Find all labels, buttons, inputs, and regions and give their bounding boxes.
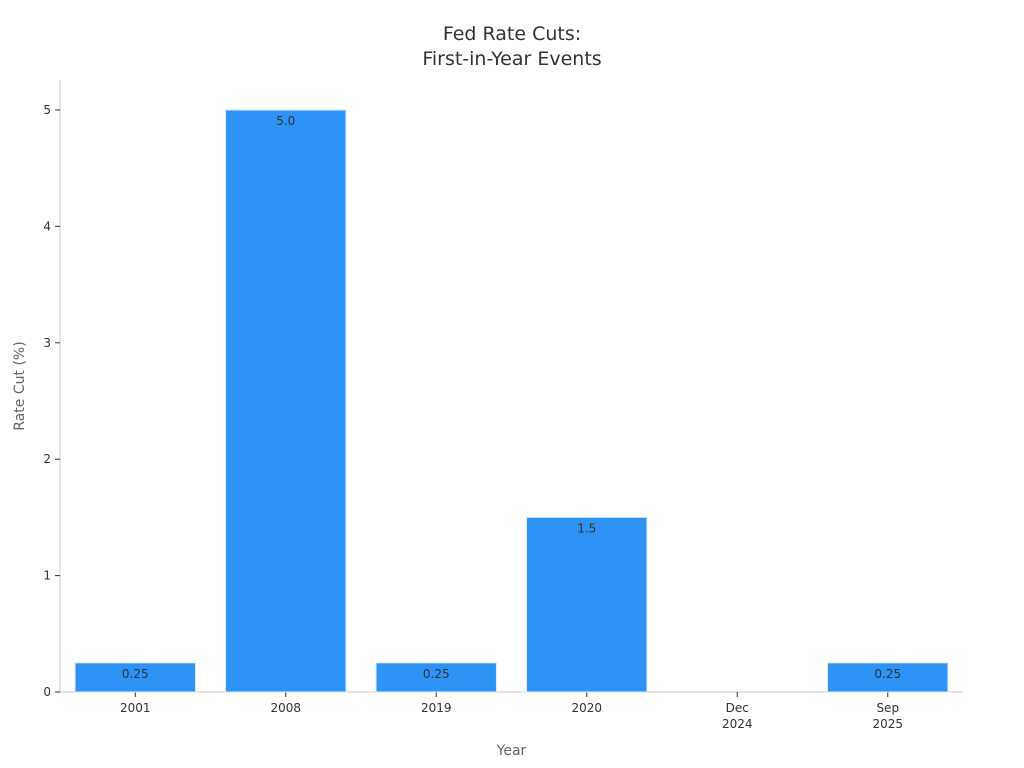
bar — [375, 662, 497, 693]
x-tick-label: 2019 — [421, 701, 452, 715]
bar — [827, 662, 949, 693]
data-label: 1.5 — [577, 521, 596, 535]
y-tick-label: 1 — [43, 569, 51, 583]
x-axis: 2001 2008 2019 2020 Dec 2024 Sep 2025 — [60, 691, 963, 731]
bar — [526, 516, 648, 693]
x-tick-label-line: 2019 — [421, 701, 452, 715]
y-axis-label: Rate Cut (%) — [12, 341, 28, 430]
data-label: 0.25 — [874, 667, 901, 681]
x-tick-label-line: 2008 — [270, 701, 301, 715]
x-tick-label: Dec 2024 — [722, 701, 753, 731]
data-label: 5.0 — [276, 114, 295, 128]
x-tick-label: 2008 — [270, 701, 301, 715]
x-axis-label: Year — [496, 743, 527, 759]
y-tick-label: 2 — [43, 452, 51, 466]
data-label: 0.25 — [423, 667, 450, 681]
y-tick-label: 3 — [43, 336, 51, 350]
chart-title-line: Fed Rate Cuts: — [443, 23, 581, 45]
chart-title: Fed Rate Cuts: First-in-Year Events — [422, 23, 601, 70]
x-tick-label-line: Dec — [726, 701, 749, 715]
data-label: 0.25 — [122, 667, 149, 681]
x-tick-label-line: 2024 — [722, 717, 753, 731]
x-tick-label-line: 2025 — [872, 717, 903, 731]
y-axis: 0 1 2 3 4 5 — [43, 80, 61, 699]
x-tick-label: Sep 2025 — [872, 701, 903, 731]
bars — [74, 109, 949, 693]
x-tick-label-line: 2020 — [571, 701, 602, 715]
bar — [225, 109, 347, 693]
bar — [74, 662, 196, 693]
y-tick-label: 0 — [43, 685, 51, 699]
y-tick-label: 4 — [43, 219, 51, 233]
x-tick-label-line: Sep — [876, 701, 899, 715]
x-tick-label-line: 2001 — [120, 701, 151, 715]
y-tick-label: 5 — [43, 103, 51, 117]
chart-title-line: First-in-Year Events — [422, 48, 601, 70]
data-labels: 0.25 5.0 0.25 1.5 0.25 — [122, 114, 901, 681]
x-tick-label: 2020 — [571, 701, 602, 715]
x-tick-label: 2001 — [120, 701, 151, 715]
